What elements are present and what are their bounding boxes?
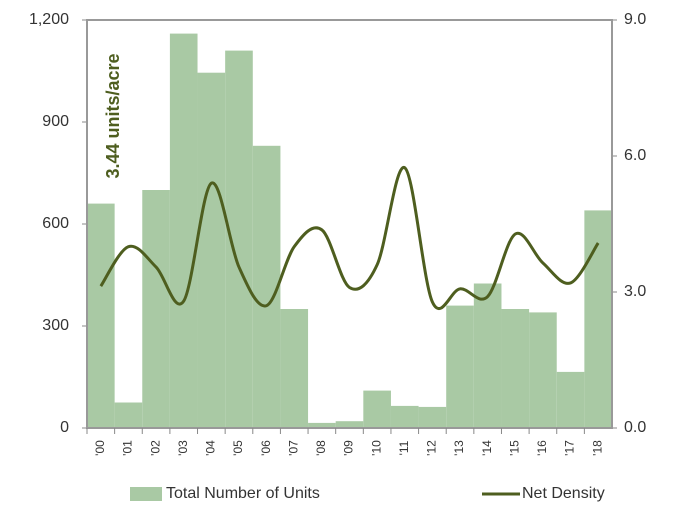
x-tick-label: '05 [231,440,245,456]
bar [390,405,419,428]
bar [280,309,309,428]
bar [335,421,364,428]
x-tick-label: '06 [259,440,273,456]
bar [87,203,115,428]
x-tick-label: '15 [507,440,521,456]
y-tick-label: 600 [42,215,69,232]
x-tick-label: '14 [480,440,494,456]
x-tick-label: '09 [342,440,356,456]
legend-label: Net Density [522,485,605,502]
line [99,166,600,311]
x-tick-label: '00 [93,440,107,456]
y-tick-label: 1,200 [29,11,69,28]
x-tick-label: '11 [397,440,411,455]
y2-tick-label: 9.0 [624,11,646,28]
x-tick-label: '02 [148,440,162,456]
plot-frame [86,19,613,429]
bar [142,190,170,428]
bar [252,145,281,429]
y-tick-label: 900 [42,113,69,130]
bar [473,283,502,428]
x-tick-label: '03 [176,440,190,456]
bar [418,406,447,428]
bar [363,390,391,428]
x-tick-label: '01 [121,440,135,456]
x-tick-label: '10 [369,440,383,456]
x-tick-label: '18 [590,440,604,456]
x-tick-label: '16 [535,440,549,456]
x-tick-label: '17 [563,440,577,456]
x-tick-label: '04 [204,440,218,456]
x-tick-label: '13 [452,440,466,456]
bar [501,309,530,428]
y2-tick-label: 3.0 [624,283,646,300]
bar [308,422,336,428]
bar [169,33,198,428]
y2-tick-label: 0.0 [624,419,646,436]
y2-tick-label: 6.0 [624,147,646,164]
x-tick-label: '07 [286,440,300,456]
legend-label: Total Number of Units [166,485,320,502]
bar [556,371,585,428]
bar [446,305,474,428]
bar [584,210,612,428]
y-tick-label: 0 [60,419,69,436]
annotation: 3.44 units/acre [103,53,123,178]
y-tick-label: 300 [42,317,69,334]
bar [197,72,226,428]
x-tick-label: '12 [425,440,439,456]
x-tick-label: '08 [314,440,328,456]
bar [114,402,143,428]
legend-swatch [130,487,162,501]
bar [529,312,557,428]
